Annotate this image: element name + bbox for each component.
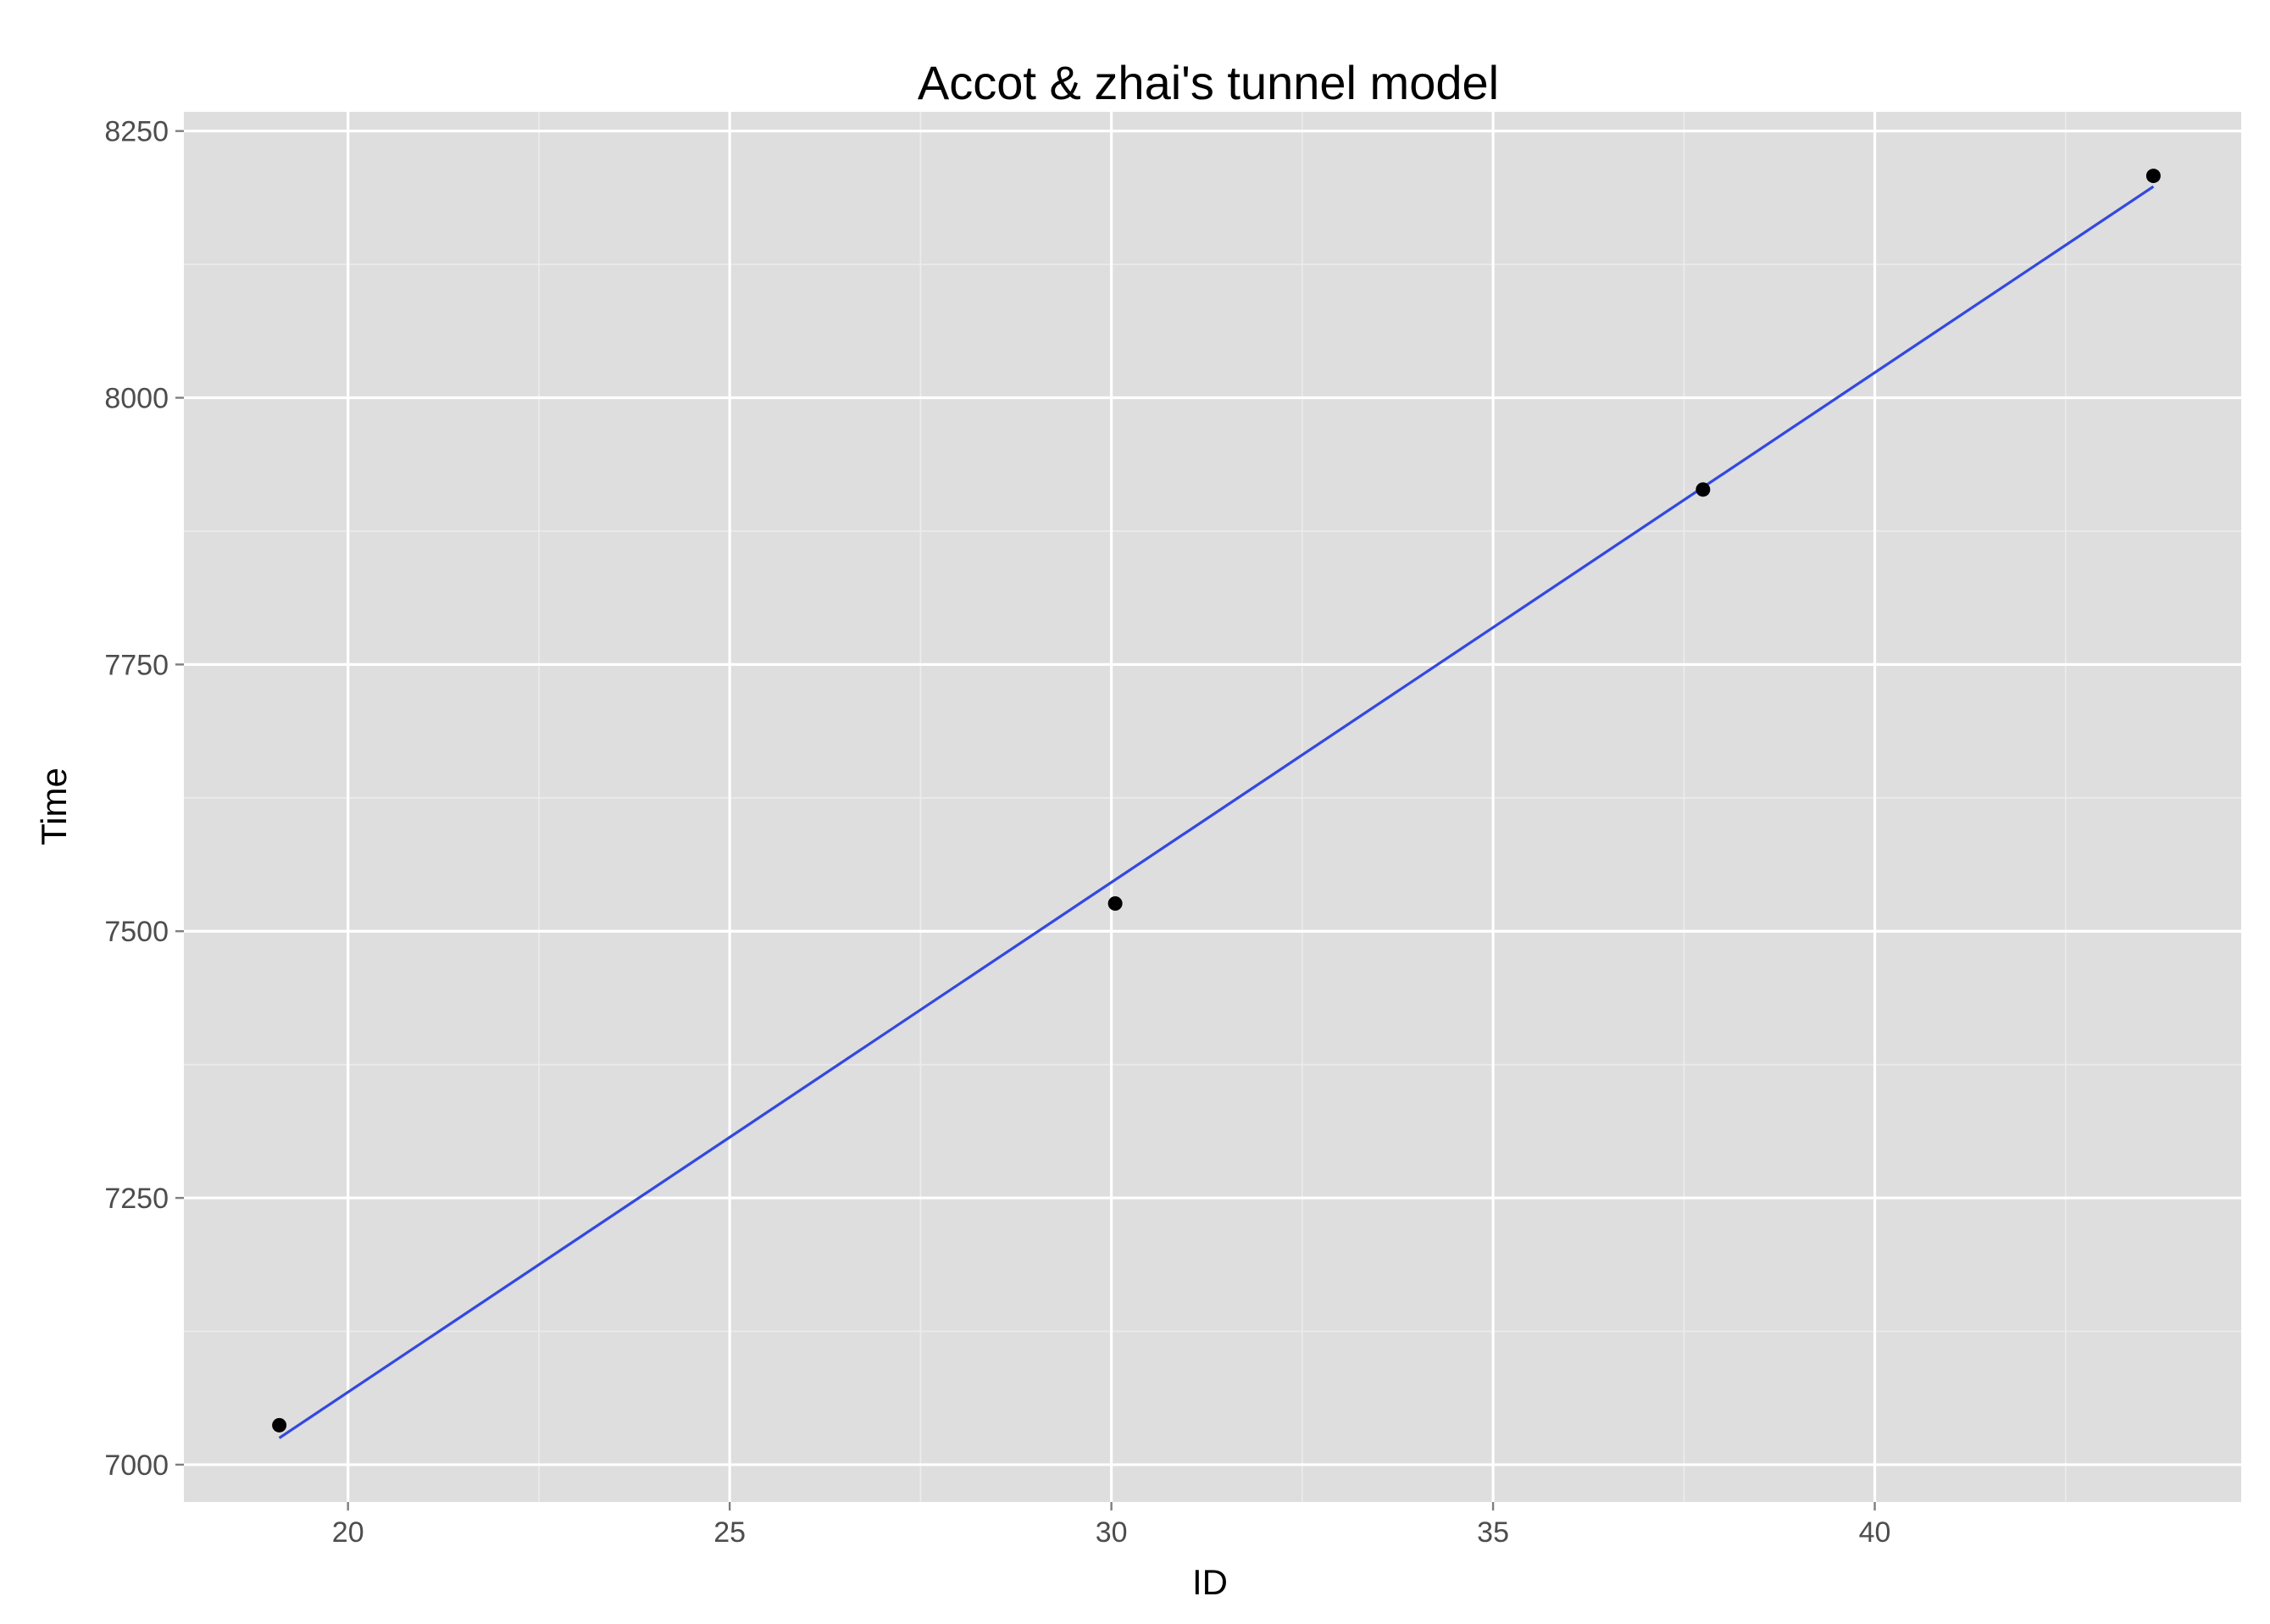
y-tick-label: 8250 xyxy=(104,116,169,148)
major-gridlines xyxy=(184,112,2241,1502)
data-point xyxy=(1107,895,1123,911)
x-axis-tick-labels: 20 25 30 35 40 xyxy=(332,1516,1891,1549)
x-tick-label: 30 xyxy=(1096,1516,1128,1549)
data-series xyxy=(272,169,2161,1439)
y-tick-label: 7000 xyxy=(104,1449,169,1482)
data-point xyxy=(272,1417,287,1433)
x-tick-label: 35 xyxy=(1477,1516,1509,1549)
minor-gridlines xyxy=(184,112,2241,1502)
y-tick-label: 7250 xyxy=(104,1183,169,1215)
regression-line xyxy=(278,185,2155,1439)
plot-panel xyxy=(184,112,2241,1502)
data-point xyxy=(2145,169,2161,184)
y-tick-label: 8000 xyxy=(104,383,169,415)
y-tick-label: 7750 xyxy=(104,649,169,681)
chart-title: Accot & zhai's tunnel model xyxy=(918,56,1499,109)
x-tick-label: 25 xyxy=(713,1516,746,1549)
x-axis-title: ID xyxy=(1192,1562,1228,1602)
data-point xyxy=(1696,482,1711,497)
y-tick-label: 7500 xyxy=(104,916,169,948)
y-axis-title: Time xyxy=(34,768,74,845)
x-tick-label: 40 xyxy=(1859,1516,1891,1549)
x-tick-label: 20 xyxy=(332,1516,364,1549)
axis-ticks xyxy=(175,130,1876,1510)
y-axis-tick-labels: 7000 7250 7500 7750 8000 8250 xyxy=(104,116,169,1482)
